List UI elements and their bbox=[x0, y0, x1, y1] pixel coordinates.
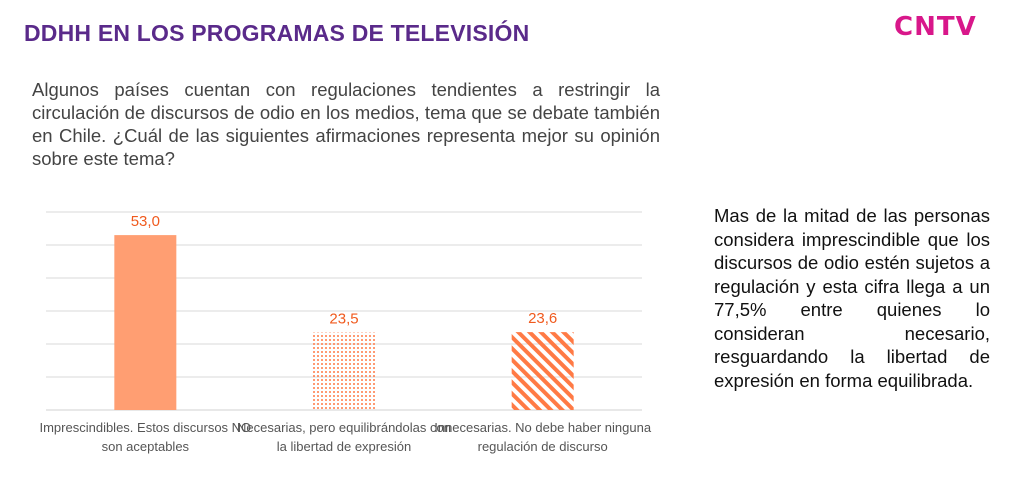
bar-necesarias bbox=[313, 332, 375, 410]
page-title: DDHH EN LOS PROGRAMAS DE TELEVISIÓN bbox=[24, 20, 530, 46]
chart-canvas: 53,0 23,5 23,6 bbox=[46, 211, 642, 411]
value-label: 23,6 bbox=[528, 310, 557, 327]
bar-innecesarias bbox=[511, 332, 574, 410]
category-label-necesarias: Necesarias, pero equilibrándolas con la … bbox=[237, 420, 451, 454]
bar-chart: 53,0 23,5 23,6 Imprescindibles. Estos disc… bbox=[0, 190, 680, 503]
bar-imprescindibles bbox=[114, 235, 177, 410]
category-label-imprescindibles: Imprescindibles. Estos discursos NO son … bbox=[39, 420, 252, 454]
value-label: 53,0 bbox=[131, 213, 160, 230]
cntv-logo: CNTV bbox=[894, 12, 977, 42]
summary-text: Mas de la mitad de las personas consider… bbox=[714, 205, 990, 391]
category-label-innecesarias: Innecesarias. No debe haber ninguna regu… bbox=[434, 420, 652, 454]
survey-question: Algunos países cuentan con regulaciones … bbox=[32, 79, 660, 169]
value-label: 23,5 bbox=[329, 310, 358, 327]
